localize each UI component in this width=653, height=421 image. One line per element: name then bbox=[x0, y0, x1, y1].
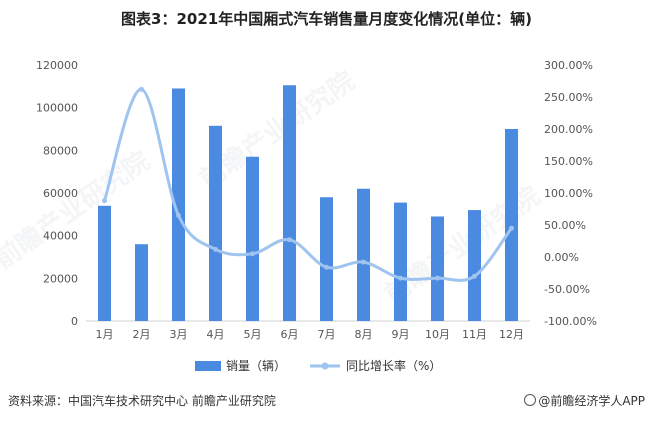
growth-rate-point bbox=[176, 212, 181, 218]
bar bbox=[505, 129, 518, 321]
legend-label-growth: 同比增长率（%） bbox=[346, 358, 441, 373]
bar bbox=[172, 88, 185, 321]
y-right-tick-label: 300.00% bbox=[544, 59, 593, 72]
y-right-tick-label: -100.00% bbox=[544, 315, 597, 328]
y-left-tick-label: 0 bbox=[71, 315, 78, 328]
y-left-tick-label: 20000 bbox=[43, 272, 78, 285]
x-tick-label: 2月 bbox=[133, 328, 151, 341]
growth-rate-point bbox=[361, 259, 366, 265]
bar bbox=[357, 188, 370, 321]
growth-rate-point bbox=[102, 198, 107, 204]
growth-rate-line bbox=[103, 87, 513, 282]
x-tick-label: 9月 bbox=[392, 328, 410, 341]
x-tick-label: 10月 bbox=[425, 328, 450, 341]
x-tick-label: 5月 bbox=[244, 328, 262, 341]
x-tick-label: 4月 bbox=[207, 328, 225, 341]
y-left-tick-label: 40000 bbox=[43, 230, 78, 243]
brand-logo-icon bbox=[524, 394, 537, 406]
y-left-tick-label: 100000 bbox=[36, 102, 78, 115]
y-right-tick-label: 100.00% bbox=[544, 187, 593, 200]
growth-rate-point bbox=[435, 275, 440, 281]
bar bbox=[135, 244, 148, 321]
growth-rate-point bbox=[139, 86, 144, 92]
bar bbox=[98, 205, 111, 321]
growth-rate-point bbox=[398, 275, 403, 281]
growth-rate-point bbox=[213, 246, 218, 252]
y-right-tick-label: 150.00% bbox=[544, 155, 593, 168]
y-right-tick-label: -50.00% bbox=[544, 283, 590, 296]
y-right-tick-label: 200.00% bbox=[544, 123, 593, 136]
y-right-tick-label: 250.00% bbox=[544, 91, 593, 104]
growth-rate-point bbox=[472, 273, 477, 279]
x-tick-label: 12月 bbox=[499, 328, 524, 341]
growth-rate-point bbox=[250, 251, 255, 257]
y-left-tick-label: 60000 bbox=[43, 187, 78, 200]
growth-rate-point bbox=[324, 264, 329, 270]
bar bbox=[320, 197, 333, 321]
growth-rate-point bbox=[287, 237, 292, 243]
bar bbox=[394, 202, 407, 321]
x-tick-label: 6月 bbox=[281, 328, 299, 341]
legend-marker-growth bbox=[321, 362, 329, 370]
y-right-tick-label: 0.00% bbox=[544, 251, 579, 264]
y-left-tick-label: 120000 bbox=[36, 59, 78, 72]
combo-chart: 0 20000 40000 60000 80000 100000 120000 -100.00… bbox=[36, 59, 597, 373]
bar bbox=[246, 156, 259, 321]
bar bbox=[209, 125, 222, 321]
x-tick-label: 11月 bbox=[462, 328, 487, 341]
legend-swatch-sales bbox=[195, 361, 221, 371]
x-tick-label: 8月 bbox=[355, 328, 373, 341]
x-tick-label: 1月 bbox=[96, 328, 114, 341]
y-right-tick-label: 50.00% bbox=[544, 219, 586, 232]
brand-credit: @前瞻经济学人APP bbox=[524, 392, 645, 409]
x-tick-label: 3月 bbox=[170, 328, 188, 341]
bar bbox=[283, 85, 296, 322]
bar bbox=[468, 210, 481, 321]
bar bbox=[431, 216, 444, 321]
chart-title: 图表3：2021年中国厢式汽车销售量月度变化情况(单位：辆) bbox=[121, 10, 532, 28]
legend-label-sales: 销量（辆） bbox=[226, 359, 286, 373]
source-note: 资料来源：中国汽车技术研究中心 前瞻产业研究院 bbox=[8, 394, 276, 408]
brand-text: @前瞻经济学人APP bbox=[538, 394, 645, 408]
growth-rate-point bbox=[509, 225, 514, 231]
y-left-tick-label: 80000 bbox=[43, 144, 78, 157]
x-tick-label: 7月 bbox=[318, 328, 336, 341]
